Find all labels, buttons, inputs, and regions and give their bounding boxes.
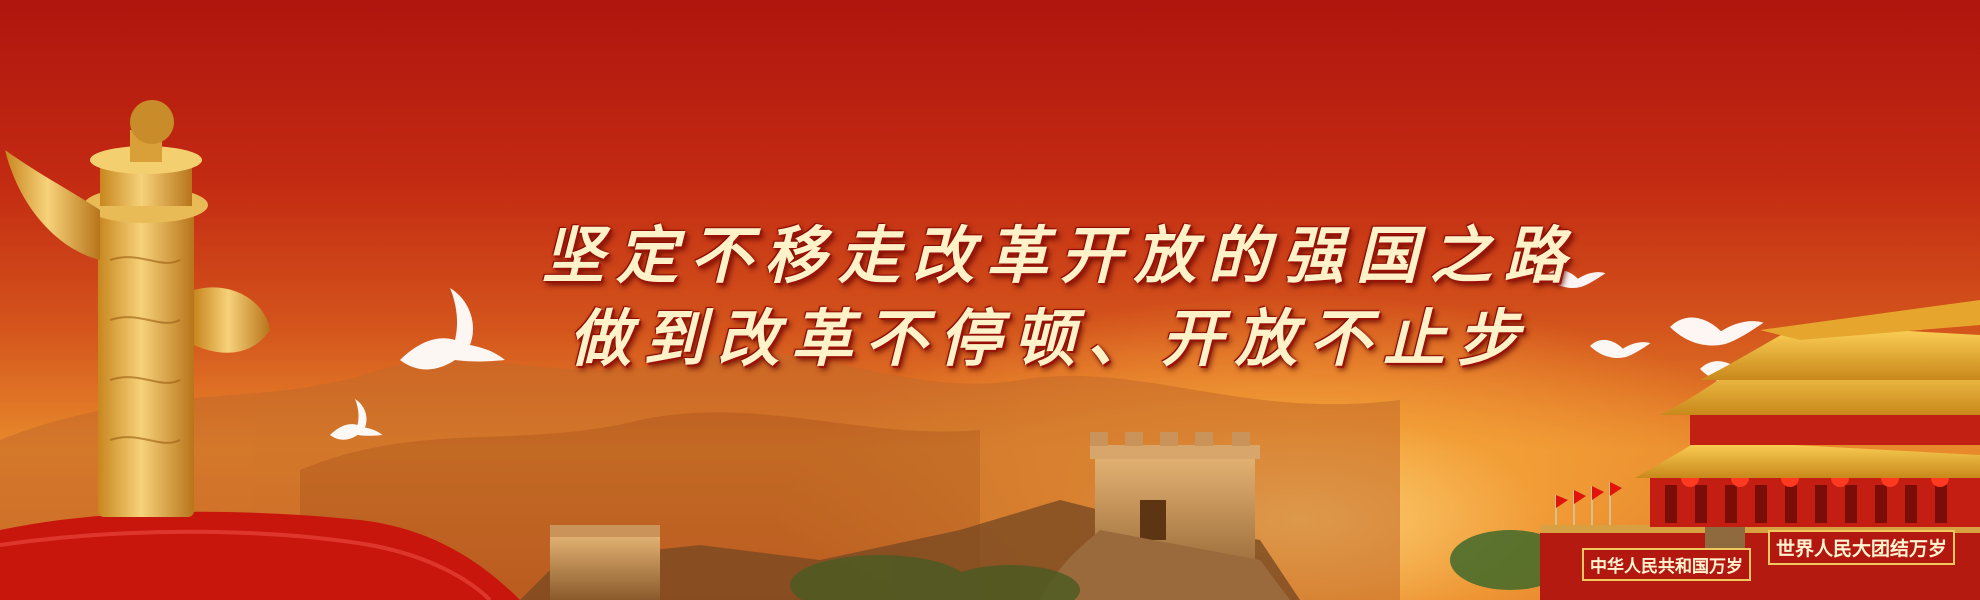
great-wall: [520, 432, 1300, 600]
huabiao-column: [5, 100, 270, 517]
gate-plaque-left: 中华人民共和国万岁: [1582, 548, 1751, 581]
slogan-line-1: 坚定不移走改革开放的强国之路: [541, 219, 1578, 292]
gate-plaque-right: 世界人民大团结万岁: [1768, 530, 1956, 565]
slogan-line-2: 做到改革不停顿、开放不止步: [568, 302, 1531, 375]
